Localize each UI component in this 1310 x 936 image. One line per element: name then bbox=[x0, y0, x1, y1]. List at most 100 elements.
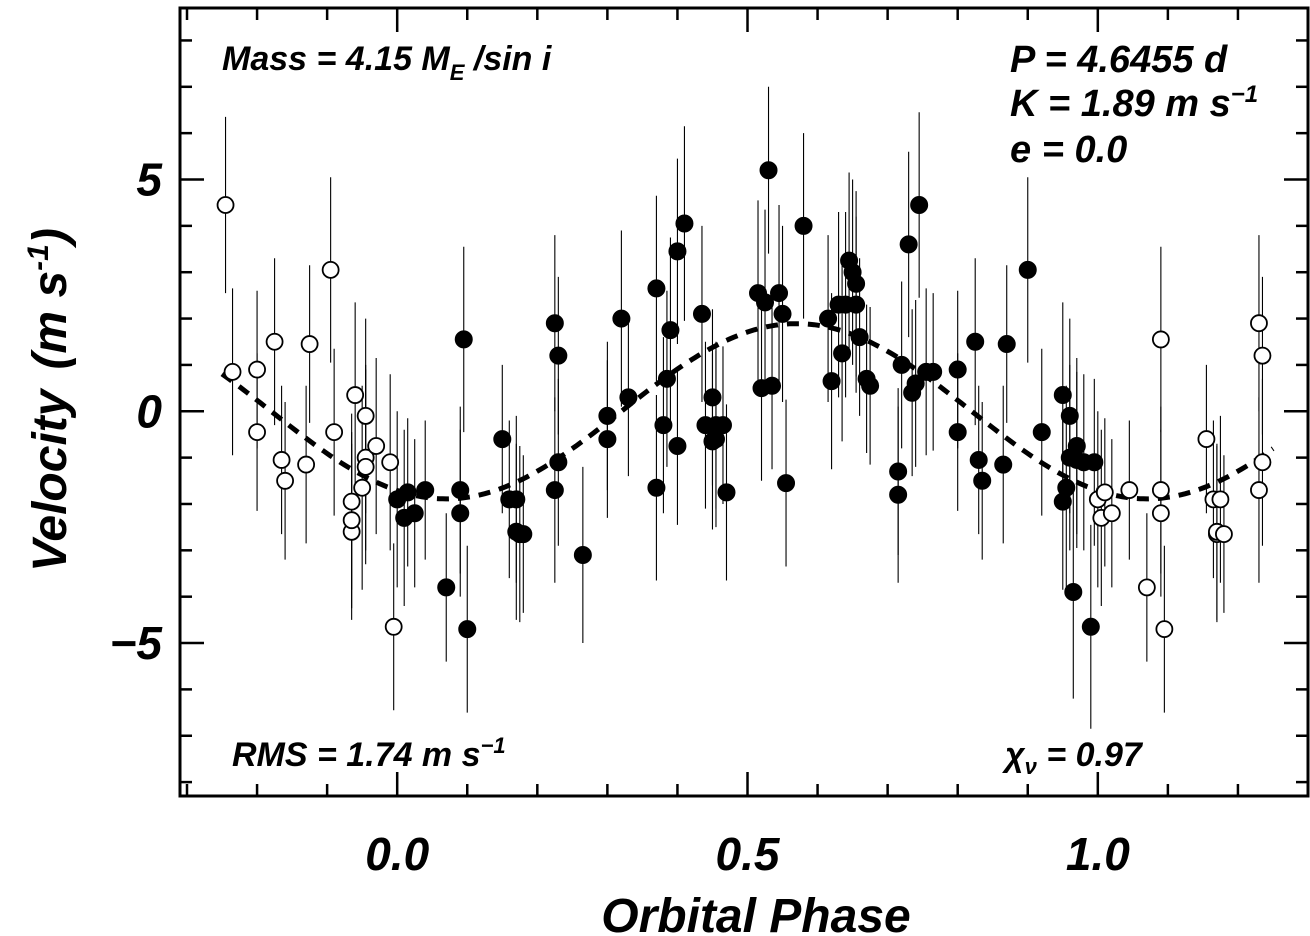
data-point-filled bbox=[773, 304, 792, 323]
plot-frame bbox=[178, 6, 1310, 798]
data-point-filled bbox=[1018, 260, 1037, 279]
data-point-open bbox=[325, 423, 344, 442]
data-point-open bbox=[321, 260, 340, 279]
data-point-filled bbox=[889, 485, 908, 504]
data-point-filled bbox=[770, 284, 789, 303]
chi-annotation: χν = 0.97 bbox=[1002, 736, 1144, 779]
data-point-filled bbox=[892, 355, 911, 374]
data-point-open bbox=[248, 423, 266, 442]
data-point-filled bbox=[994, 455, 1013, 474]
data-point-filled bbox=[573, 545, 592, 564]
data-point-filled bbox=[703, 388, 722, 407]
x-tick-label: 1.0 bbox=[1066, 828, 1130, 880]
k-annotation: K = 1.89 m s−1 bbox=[1010, 81, 1258, 125]
data-point-filled bbox=[794, 216, 813, 235]
data-point-open bbox=[1211, 490, 1230, 509]
data-point-filled bbox=[948, 360, 967, 379]
data-point-filled bbox=[1032, 423, 1051, 442]
data-point-filled bbox=[822, 372, 841, 391]
y-axis-title: Velocity(m s-1) bbox=[22, 228, 77, 572]
rms-annotation: RMS = 1.74 m s−1 bbox=[232, 733, 506, 774]
data-point-filled bbox=[598, 406, 617, 425]
data-point-filled bbox=[1067, 437, 1086, 456]
data-point-filled bbox=[612, 309, 631, 328]
data-point-open bbox=[223, 362, 242, 381]
data-point-filled bbox=[997, 335, 1016, 354]
data-point-filled bbox=[598, 430, 617, 449]
data-point-filled bbox=[833, 344, 852, 363]
model-curve bbox=[220, 321, 1275, 502]
data-point-open bbox=[346, 386, 365, 404]
data-point-filled bbox=[675, 214, 694, 233]
data-point-filled bbox=[966, 332, 985, 351]
y-tick-label: 0 bbox=[136, 385, 162, 437]
y-tick-label: −5 bbox=[110, 617, 164, 669]
data-point-filled bbox=[756, 293, 775, 312]
data-point-filled bbox=[861, 376, 880, 395]
data-point-filled bbox=[1057, 478, 1076, 497]
data-point-filled bbox=[717, 483, 736, 502]
period-annotation: P = 4.6455 d bbox=[1010, 39, 1228, 81]
data-point-filled bbox=[493, 430, 512, 449]
data-point-open bbox=[248, 360, 266, 379]
errorbar-layer bbox=[224, 86, 1264, 729]
x-axis-title: Orbital Phase bbox=[601, 890, 910, 936]
data-point-open bbox=[216, 196, 235, 214]
x-tick-label: 0.5 bbox=[716, 828, 781, 880]
data-point-filled bbox=[973, 471, 992, 490]
ecc-annotation: e = 0.0 bbox=[1010, 129, 1127, 171]
data-point-open bbox=[353, 478, 372, 497]
data-point-filled bbox=[549, 346, 568, 365]
data-point-filled bbox=[1081, 617, 1100, 636]
data-point-open bbox=[1197, 430, 1216, 448]
data-point-open bbox=[367, 437, 386, 455]
data-point-filled bbox=[661, 321, 680, 340]
data-point-open bbox=[356, 457, 375, 476]
data-point-filled bbox=[692, 304, 711, 323]
data-point-open bbox=[300, 335, 319, 353]
data-point-filled bbox=[906, 374, 925, 393]
data-point-open bbox=[276, 471, 294, 490]
data-point-filled bbox=[549, 453, 568, 472]
model-curve-layer bbox=[220, 321, 1275, 502]
data-point-filled bbox=[969, 450, 988, 469]
data-point-open bbox=[1151, 330, 1170, 349]
data-point-open bbox=[1250, 481, 1268, 499]
data-point-filled bbox=[458, 620, 477, 639]
data-point-filled bbox=[889, 462, 908, 481]
data-point-filled bbox=[437, 578, 456, 597]
data-point-filled bbox=[910, 196, 929, 214]
data-point-filled bbox=[899, 235, 918, 254]
marker-layer bbox=[216, 161, 1272, 639]
mass-annotation: Mass = 4.15 ME /sin i bbox=[222, 40, 553, 85]
data-point-open bbox=[342, 511, 361, 530]
data-point-open bbox=[1155, 620, 1174, 639]
data-point-filled bbox=[777, 474, 796, 493]
data-point-filled bbox=[1060, 406, 1079, 425]
data-point-filled bbox=[514, 525, 533, 544]
data-point-open bbox=[1137, 578, 1156, 597]
data-point-open bbox=[1151, 504, 1170, 523]
data-point-open bbox=[1253, 346, 1272, 365]
data-point-filled bbox=[654, 416, 673, 435]
data-point-open bbox=[1215, 525, 1233, 544]
data-point-open bbox=[356, 407, 375, 425]
data-point-filled bbox=[647, 478, 666, 497]
data-point-filled bbox=[451, 504, 470, 523]
axes-layer: 0.0 0.5 1.0 −5 0 5 bbox=[110, 6, 1310, 880]
x-tick-label: 0.0 bbox=[365, 828, 429, 880]
data-point-filled bbox=[847, 274, 866, 293]
data-point-filled bbox=[759, 161, 778, 180]
data-point-filled bbox=[1085, 453, 1104, 472]
y-tick-label: 5 bbox=[136, 154, 163, 206]
data-point-filled bbox=[850, 328, 869, 347]
data-point-open bbox=[1095, 483, 1114, 502]
data-point-filled bbox=[924, 362, 943, 381]
data-point-filled bbox=[545, 314, 564, 333]
data-point-filled bbox=[713, 416, 732, 435]
data-point-filled bbox=[1053, 386, 1072, 405]
data-point-filled bbox=[668, 437, 687, 456]
data-point-filled bbox=[1064, 583, 1083, 602]
data-point-open bbox=[384, 617, 403, 636]
